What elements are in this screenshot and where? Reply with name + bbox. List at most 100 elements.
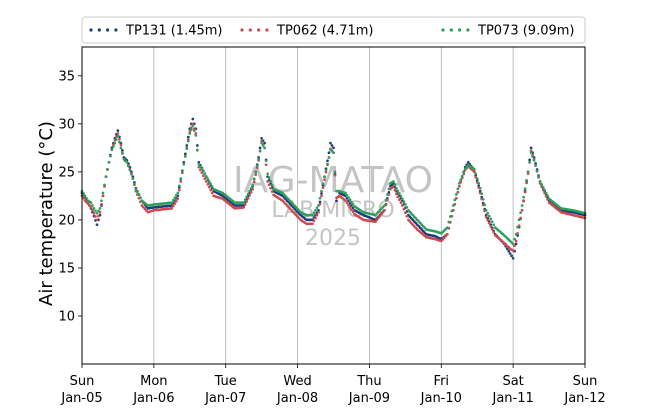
data-point (326, 159, 329, 163)
data-point (345, 193, 349, 197)
data-point (402, 200, 406, 204)
data-point (350, 200, 353, 204)
data-point (118, 140, 121, 144)
data-point (109, 154, 112, 158)
y-tick-label: 20 (58, 213, 75, 228)
data-point (511, 249, 515, 252)
data-point (194, 132, 198, 135)
data-point (484, 215, 488, 219)
legend-marker (89, 28, 93, 32)
data-point (106, 168, 109, 171)
data-point (543, 188, 546, 192)
legend-marker (466, 28, 470, 32)
data-point (318, 200, 322, 204)
data-point (531, 155, 534, 158)
data-point (119, 146, 123, 150)
data-point (254, 173, 258, 177)
x-tick-day: Tue (214, 374, 237, 389)
legend-marker (265, 28, 269, 32)
data-point (386, 193, 389, 196)
data-point (264, 159, 268, 163)
data-point (532, 159, 536, 162)
data-point (347, 196, 350, 199)
y-tick-label: 15 (58, 261, 75, 276)
y-tick-label: 30 (58, 117, 75, 132)
data-point (107, 160, 111, 164)
x-tick-date: Jan-08 (276, 391, 318, 406)
data-point (445, 226, 449, 229)
data-point (260, 141, 263, 145)
data-point (311, 222, 314, 226)
data-point (459, 178, 463, 182)
data-point (192, 127, 196, 131)
data-point (243, 203, 247, 206)
data-point (311, 213, 314, 217)
data-point (171, 198, 175, 202)
data-point (263, 146, 266, 150)
data-point (348, 198, 352, 202)
data-point (534, 164, 537, 167)
legend-label: TP062 (4.71m) (276, 24, 373, 39)
data-point (324, 170, 328, 174)
data-point (194, 134, 198, 137)
data-point (243, 198, 247, 202)
data-point (450, 209, 454, 213)
x-tick-day: Wed (283, 374, 311, 389)
data-point (137, 193, 141, 197)
data-point (457, 182, 461, 185)
data-point (514, 239, 518, 243)
x-tick-day: Sun (70, 374, 95, 389)
data-point (320, 189, 323, 193)
data-point (453, 198, 457, 202)
data-point (182, 160, 186, 164)
data-point (465, 165, 469, 169)
data-point (186, 135, 190, 139)
data-point (529, 151, 533, 155)
data-point (191, 124, 195, 128)
data-point (350, 208, 353, 212)
series-group (80, 117, 587, 260)
data-point (380, 212, 383, 216)
data-point (451, 204, 455, 207)
data-point (94, 209, 97, 213)
data-point (314, 208, 317, 212)
data-point (529, 146, 533, 150)
data-point (329, 141, 332, 145)
data-point (92, 207, 96, 210)
data-point (321, 182, 325, 186)
data-point (317, 210, 320, 214)
watermark-line: IAG-MATAO (233, 160, 433, 201)
data-point (480, 192, 484, 196)
data-point (252, 180, 256, 184)
x-tick-date: Jan-11 (492, 391, 534, 406)
data-point (513, 237, 516, 241)
legend-marker (106, 28, 110, 32)
data-point (475, 179, 479, 182)
data-point (351, 202, 355, 206)
data-point (520, 204, 524, 207)
data-point (270, 190, 274, 193)
data-point (258, 146, 262, 150)
data-point (197, 162, 201, 166)
data-point (537, 174, 540, 178)
data-point (483, 203, 487, 207)
data-point (125, 160, 129, 164)
data-point (121, 148, 124, 152)
x-tick-date: Jan-07 (204, 391, 246, 406)
data-point (116, 134, 120, 138)
data-point (507, 249, 511, 253)
data-point (260, 136, 263, 140)
data-point (508, 252, 512, 255)
data-point (466, 160, 470, 164)
x-tick-day: Thu (356, 374, 381, 389)
data-point (540, 183, 543, 186)
data-point (95, 211, 99, 215)
data-point (393, 183, 397, 187)
legend-marker (97, 28, 101, 32)
data-point (405, 206, 409, 209)
y-axis-title: Air temperature (°C) (36, 121, 57, 306)
data-point (174, 194, 178, 197)
x-tick-date: Jan-09 (348, 391, 390, 406)
data-point (269, 180, 272, 183)
data-point (315, 206, 319, 210)
